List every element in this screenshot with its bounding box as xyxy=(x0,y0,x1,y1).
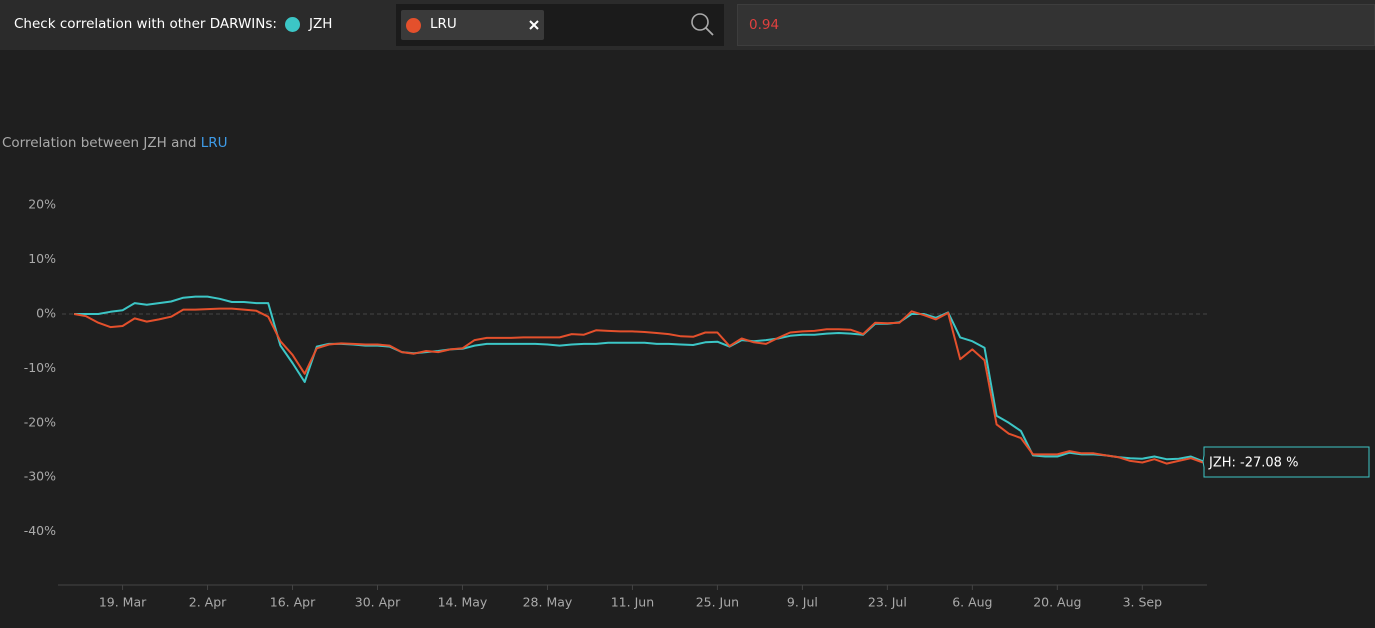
x-tick-label: 14. May xyxy=(438,595,488,610)
y-tick-label: -40% xyxy=(24,523,56,538)
x-tick-label: 11. Jun xyxy=(611,595,654,610)
series-line xyxy=(74,295,1204,463)
correlation-value: 0.94 xyxy=(749,17,780,33)
series-dot xyxy=(285,17,300,32)
y-tick-label: 20% xyxy=(28,197,56,212)
search-box[interactable]: LRU xyxy=(396,4,724,46)
selected-chip[interactable]: LRU xyxy=(401,10,544,40)
series-line xyxy=(73,307,1204,465)
x-tick-label: 23. Jul xyxy=(868,595,907,610)
x-tick-label: 9. Jul xyxy=(787,595,818,610)
chip-label: LRU xyxy=(430,16,457,32)
y-tick-label: 10% xyxy=(28,251,56,266)
x-tick-label: 20. Aug xyxy=(1033,595,1081,610)
x-tick-label: 3. Sep xyxy=(1123,595,1163,610)
x-tick-label: 6. Aug xyxy=(952,595,992,610)
toolbar-label: Check correlation with other DARWINs: xyxy=(14,16,277,32)
series-dot xyxy=(406,18,421,33)
toolbar: Check correlation with other DARWINs: JZ… xyxy=(0,0,1375,50)
title-highlight: LRU xyxy=(201,135,228,151)
x-tick-label: 16. Apr xyxy=(270,595,316,610)
chart-title: Correlation between JZH and LRU xyxy=(2,135,228,151)
y-tick-label: 0% xyxy=(36,306,56,321)
search-icon[interactable] xyxy=(690,12,716,38)
y-tick-label: -20% xyxy=(24,414,56,429)
x-tick-label: 19. Mar xyxy=(99,595,147,610)
y-tick-label: -10% xyxy=(24,360,56,375)
correlation-box: 0.94 xyxy=(737,4,1375,46)
tooltip-text: JZH: -27.08 % xyxy=(1208,456,1298,471)
x-tick-label: 25. Jun xyxy=(696,595,739,610)
x-tick-label: 28. May xyxy=(523,595,573,610)
y-tick-label: -30% xyxy=(24,469,56,484)
remove-icon[interactable] xyxy=(528,19,540,31)
tooltip-box xyxy=(1202,446,1370,478)
darwin-name: JZH xyxy=(309,16,333,32)
x-tick-label: 2. Apr xyxy=(189,595,227,610)
title-text: Correlation between JZH and xyxy=(2,135,196,151)
x-tick-label: 30. Apr xyxy=(355,595,401,610)
